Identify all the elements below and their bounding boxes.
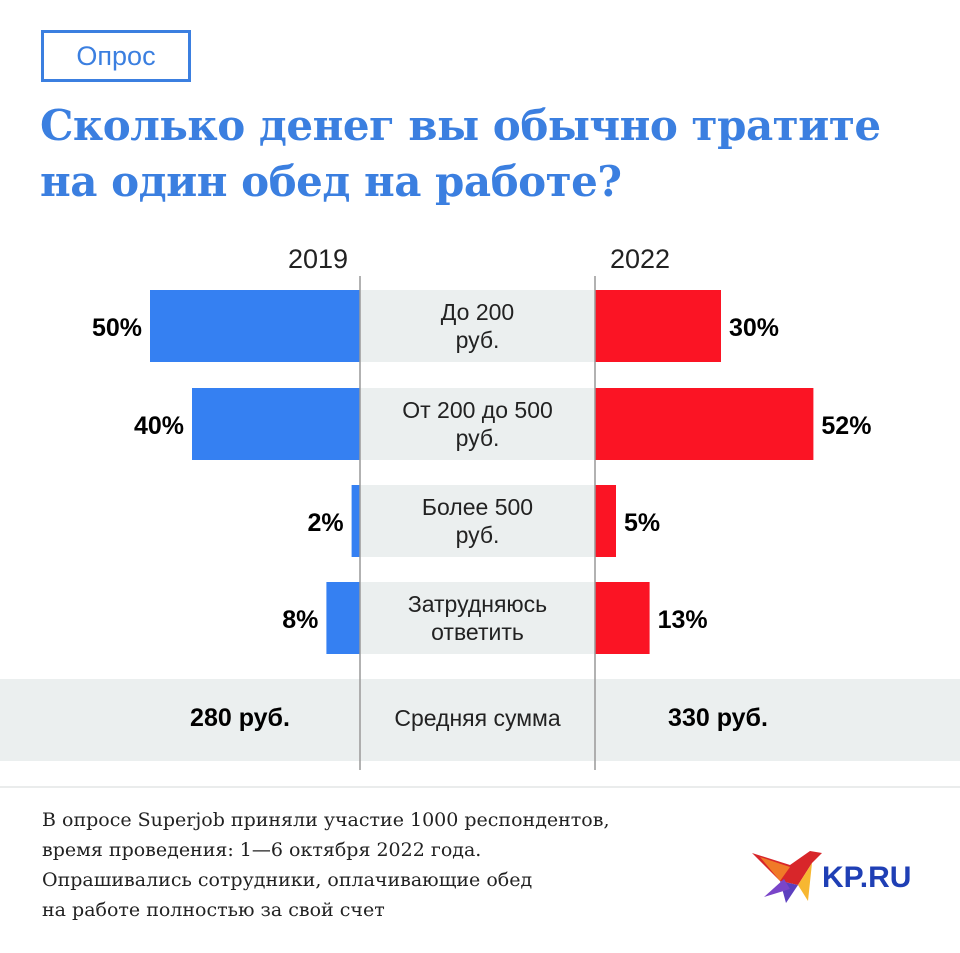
data-label-2022: 30% <box>729 314 779 342</box>
category-band <box>360 582 595 654</box>
series-header-2019: 2019 <box>288 244 348 274</box>
data-label-2019: 40% <box>134 412 184 440</box>
category-label: ответить <box>431 619 524 645</box>
data-label-2019: 2% <box>307 509 343 537</box>
category-band <box>360 485 595 557</box>
series-header-2022: 2022 <box>610 244 670 274</box>
bar-2019 <box>351 485 360 557</box>
category-label: руб. <box>456 425 500 451</box>
summary-value-2019: 280 руб. <box>190 704 290 732</box>
footnote: В опросе Superjob приняли участие 1000 р… <box>42 805 610 925</box>
summary-value-2022: 330 руб. <box>668 704 768 732</box>
category-band <box>360 388 595 460</box>
footnote-line: Опрашивались сотрудники, оплачивающие об… <box>42 869 533 891</box>
bar-2019 <box>150 290 360 362</box>
summary-band <box>0 679 960 761</box>
footnote-line: на работе полностью за свой счет <box>42 899 385 921</box>
category-label: Более 500 <box>422 494 533 520</box>
title-line: Сколько денег вы обычно тратите <box>40 101 881 150</box>
logo-text: KP.RU <box>822 861 911 894</box>
bar-2022 <box>595 388 814 460</box>
data-label-2022: 13% <box>658 606 708 634</box>
summary-label: Средняя сумма <box>394 705 560 731</box>
footnote-line: время проведения: 1—6 октября 2022 года. <box>42 839 482 861</box>
category-label: руб. <box>456 522 500 548</box>
title-line: на один обед на работе? <box>40 157 622 206</box>
bar-2019 <box>192 388 360 460</box>
bar-2022 <box>595 290 721 362</box>
data-label-2022: 52% <box>821 412 871 440</box>
category-band <box>360 290 595 362</box>
bar-2022 <box>595 582 650 654</box>
category-label: До 200 <box>441 299 514 325</box>
survey-tag: Опрос <box>41 30 191 82</box>
category-label: От 200 до 500 <box>402 397 553 423</box>
kp-logo: KP.RU <box>752 851 911 903</box>
category-label: руб. <box>456 327 500 353</box>
chart-title: Сколько денег вы обычно тратите на один … <box>40 98 940 210</box>
data-label-2022: 5% <box>624 509 660 537</box>
data-label-2019: 8% <box>282 606 318 634</box>
category-label: Затрудняюсь <box>408 591 547 617</box>
footnote-line: В опросе Superjob приняли участие 1000 р… <box>42 809 610 831</box>
data-label-2019: 50% <box>92 314 142 342</box>
bar-2022 <box>595 485 616 557</box>
bar-2019 <box>326 582 360 654</box>
